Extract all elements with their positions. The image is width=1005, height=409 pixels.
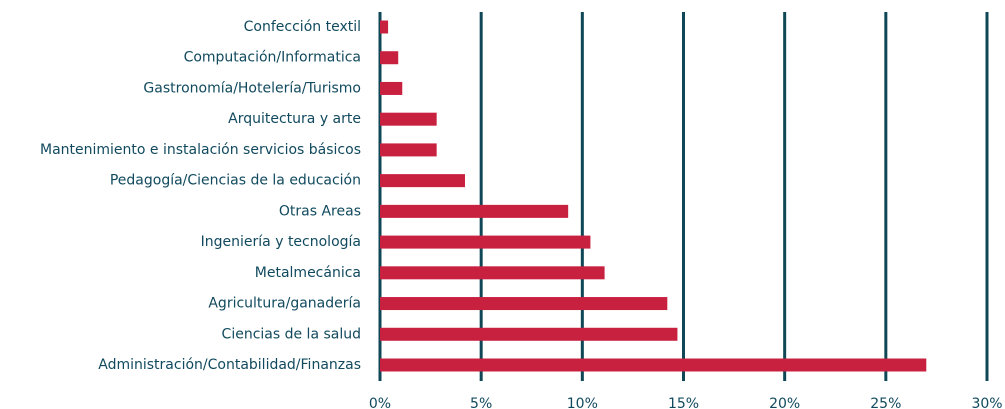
y-tick-label: Ciencias de la salud	[222, 326, 361, 342]
y-tick-label: Gastronomía/Hotelería/Turismo	[143, 80, 361, 96]
x-tick-label: 20%	[769, 396, 800, 409]
x-tick-label: 0%	[369, 396, 391, 409]
y-tick-label: Confección textil	[244, 19, 361, 35]
bar	[380, 235, 591, 249]
y-tick-label: Arquitectura y arte	[228, 111, 361, 127]
bar	[380, 51, 399, 65]
y-tick-label: Otras Areas	[279, 203, 361, 219]
bar	[380, 358, 927, 372]
bar	[380, 297, 668, 311]
y-tick-label: Computación/Informatica	[184, 50, 361, 66]
bar	[380, 266, 605, 280]
y-tick-label: Agricultura/ganadería	[208, 296, 361, 312]
y-tick-label: Metalmecánica	[255, 265, 361, 281]
bar	[380, 81, 403, 95]
bar	[380, 174, 465, 188]
x-tick-label: 25%	[870, 396, 901, 409]
bar	[380, 143, 437, 157]
x-tick-label: 5%	[470, 396, 492, 409]
y-tick-label: Pedagogía/Ciencias de la educación	[110, 173, 361, 189]
x-tick-label: 30%	[971, 396, 1002, 409]
bar	[380, 204, 569, 218]
x-tick-label: 15%	[668, 396, 699, 409]
y-tick-label: Ingeniería y tecnología	[201, 234, 361, 250]
y-tick-label: Administración/Contabilidad/Finanzas	[98, 357, 361, 373]
bar	[380, 327, 678, 341]
bar	[380, 112, 437, 126]
y-tick-label: Mantenimiento e instalación servicios bá…	[40, 142, 361, 158]
bar	[380, 20, 389, 34]
x-tick-label: 10%	[567, 396, 598, 409]
